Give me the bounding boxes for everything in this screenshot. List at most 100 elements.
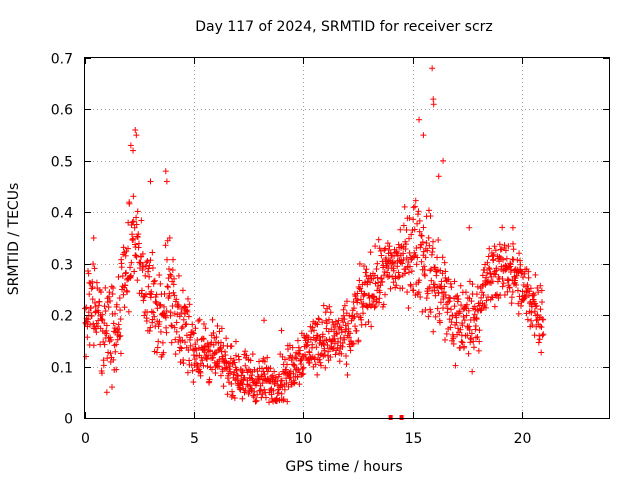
data-point xyxy=(356,260,363,267)
data-point xyxy=(84,334,91,341)
data-point xyxy=(362,269,369,276)
data-point xyxy=(199,357,206,364)
data-point xyxy=(163,307,170,314)
data-point xyxy=(375,236,382,243)
data-point xyxy=(264,354,271,361)
data-point xyxy=(468,330,475,337)
data-point xyxy=(239,367,246,374)
x-tick-label: 15 xyxy=(405,431,423,447)
data-point xyxy=(384,269,391,276)
data-point xyxy=(294,337,301,344)
data-point xyxy=(343,298,350,305)
data-point xyxy=(311,354,318,361)
data-point xyxy=(431,287,438,294)
data-point xyxy=(418,232,425,239)
axis-ticks xyxy=(85,58,609,419)
data-point xyxy=(156,272,163,279)
data-point xyxy=(520,274,527,281)
data-point xyxy=(394,263,401,270)
data-point xyxy=(290,370,297,377)
data-point xyxy=(178,345,185,352)
data-point xyxy=(504,276,511,283)
data-point xyxy=(118,264,125,271)
data-point xyxy=(132,252,139,259)
data-point xyxy=(128,222,135,229)
data-point xyxy=(474,283,481,290)
data-point xyxy=(527,285,534,292)
data-point xyxy=(285,346,292,353)
data-point xyxy=(323,317,330,324)
data-point xyxy=(168,322,175,329)
data-point xyxy=(485,264,492,271)
data-point xyxy=(246,382,253,389)
data-point xyxy=(474,306,481,313)
data-point xyxy=(421,263,428,270)
data-point xyxy=(175,272,182,279)
data-point xyxy=(539,299,546,306)
data-point xyxy=(214,322,221,329)
data-point xyxy=(437,299,444,306)
data-point xyxy=(251,366,258,373)
data-point xyxy=(473,316,480,323)
data-point xyxy=(133,214,140,221)
data-point xyxy=(227,355,234,362)
data-point xyxy=(491,303,498,310)
data-point xyxy=(406,263,413,270)
data-point xyxy=(278,327,285,334)
data-point xyxy=(162,168,169,175)
data-point xyxy=(393,250,400,257)
data-point xyxy=(185,313,192,320)
data-point xyxy=(314,371,321,378)
data-point xyxy=(242,362,249,369)
data-point xyxy=(226,366,233,373)
data-point xyxy=(445,276,452,283)
data-point xyxy=(376,245,383,252)
data-point xyxy=(501,242,508,249)
data-point xyxy=(341,316,348,323)
data-point xyxy=(403,241,410,248)
data-point xyxy=(482,304,489,311)
data-point xyxy=(142,291,149,298)
data-point xyxy=(228,343,235,350)
data-point xyxy=(202,325,209,332)
data-point xyxy=(82,305,89,312)
data-point xyxy=(147,257,154,264)
data-point xyxy=(405,269,412,276)
data-point xyxy=(385,250,392,257)
data-point xyxy=(367,249,374,256)
data-point xyxy=(143,259,150,266)
data-point xyxy=(182,321,189,328)
data-point xyxy=(309,324,316,331)
data-point xyxy=(465,307,472,314)
data-point xyxy=(159,339,166,346)
data-point xyxy=(99,316,106,323)
data-point xyxy=(135,240,142,247)
data-point xyxy=(533,302,540,309)
data-point xyxy=(480,292,487,299)
data-point xyxy=(164,256,171,263)
data-point xyxy=(499,224,506,231)
data-point xyxy=(380,301,387,308)
plot-frame xyxy=(84,57,610,419)
data-point xyxy=(162,314,169,321)
data-point xyxy=(377,289,384,296)
data-point xyxy=(122,282,129,289)
data-point xyxy=(450,333,457,340)
tick-labels: 0 0.1 0.2 0.3 0.4 0.5 0.6 0.7 0 5 10 15 20 xyxy=(51,52,532,448)
data-point xyxy=(516,293,523,300)
data-point xyxy=(89,283,96,290)
x-tick-label: 20 xyxy=(514,431,532,447)
data-point xyxy=(355,337,362,344)
data-point xyxy=(451,278,458,285)
data-point xyxy=(333,331,340,338)
data-point xyxy=(248,375,255,382)
data-point xyxy=(173,319,180,326)
data-point xyxy=(399,260,406,267)
data-point xyxy=(101,341,108,348)
data-point xyxy=(324,342,331,349)
data-point xyxy=(108,283,115,290)
data-point xyxy=(190,346,197,353)
data-point xyxy=(411,226,418,233)
data-point xyxy=(400,250,407,257)
data-point xyxy=(294,373,301,380)
